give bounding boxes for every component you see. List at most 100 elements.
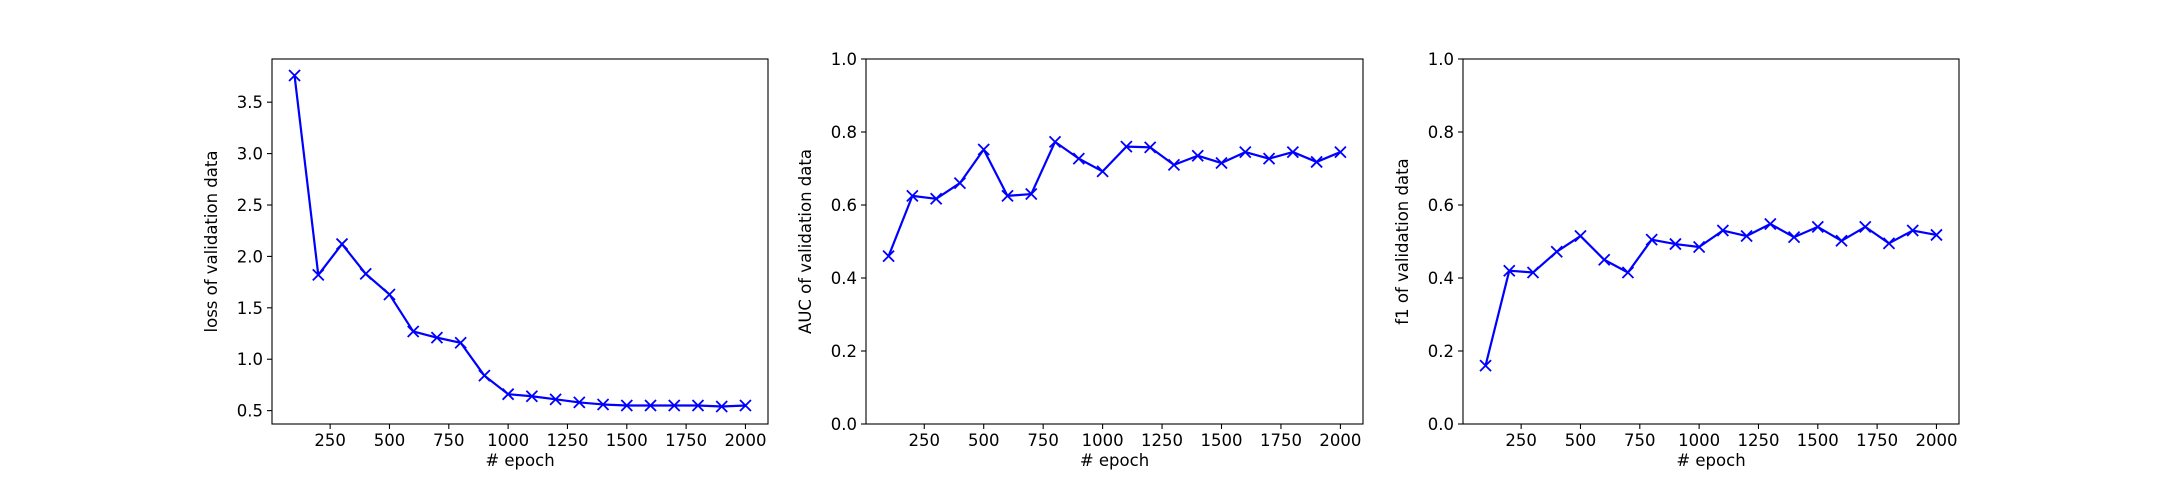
data-point-marker	[383, 288, 396, 301]
y-tick-label: 1.0	[237, 350, 263, 369]
y-tick-label: 0.8	[831, 123, 857, 142]
plot-frame	[1462, 58, 1960, 425]
series-line	[293, 75, 746, 408]
y-tick-label: 0.2	[831, 342, 857, 361]
data-point-marker	[977, 143, 990, 156]
data-point-marker	[1550, 245, 1563, 258]
data-point-marker	[454, 336, 467, 349]
data-point-marker	[1167, 158, 1181, 171]
y-tick-label: 2.5	[237, 196, 263, 215]
data-point-marker	[1215, 156, 1228, 170]
data-point-marker	[1621, 266, 1635, 279]
data-point-marker	[691, 399, 705, 412]
data-point-marker	[1669, 237, 1682, 251]
x-tick-label: 1500	[1797, 431, 1839, 450]
y-tick-label: 0.4	[1428, 269, 1454, 288]
data-point-marker	[1740, 229, 1753, 243]
x-tick-label: 1750	[665, 431, 707, 450]
data-point-marker	[1120, 140, 1133, 153]
data-point-marker	[573, 396, 586, 409]
data-point-marker	[620, 399, 633, 412]
data-point-marker	[1906, 224, 1919, 237]
data-point-marker	[501, 388, 515, 401]
x-tick-label: 1000	[1082, 431, 1124, 450]
x-tick-label: 250	[909, 431, 941, 450]
plot-frame	[271, 58, 769, 425]
x-tick-label: 750	[1624, 431, 1656, 450]
data-point-marker	[407, 325, 420, 338]
x-tick-label: 250	[314, 431, 346, 450]
y-tick-label: 0.6	[831, 196, 857, 215]
data-point-marker	[430, 331, 444, 344]
data-point-marker	[1334, 145, 1347, 159]
data-point-marker	[1645, 233, 1658, 246]
data-point-marker	[1262, 152, 1276, 165]
x-tick-label: 750	[433, 431, 465, 450]
data-point-marker	[1503, 264, 1516, 277]
x-tick-label: 500	[968, 431, 1000, 450]
y-tick-label: 0.0	[831, 415, 857, 434]
data-point-marker	[1882, 237, 1896, 250]
data-point-marker	[1286, 145, 1299, 159]
series-line	[887, 140, 1341, 257]
y-axis-label: AUC of validation data	[796, 149, 815, 334]
chart-panel-3: 250 500 750 1000 1250 1500 1750 2000 0.0 0.2 0.4 0.…	[1393, 50, 1960, 470]
data-point-marker	[549, 393, 562, 406]
x-tick-label: 2000	[1319, 431, 1361, 450]
chart-panel-1: 250 500 750 1000 1250 1500 1750 2000 0.5 1.0 1.5 2.…	[202, 58, 769, 470]
y-tick-label: 3.0	[237, 145, 263, 164]
data-point-marker	[668, 399, 681, 412]
data-point-marker	[953, 176, 967, 190]
data-point-marker	[739, 399, 752, 412]
data-point-marker	[359, 267, 372, 281]
plot-frame	[865, 58, 1364, 425]
series-line	[1484, 222, 1937, 366]
data-point-marker	[1096, 165, 1109, 178]
y-tick-label: 3.5	[237, 93, 263, 112]
x-tick-label: 500	[374, 431, 406, 450]
data-point-marker	[1598, 253, 1611, 266]
data-point-marker	[882, 249, 895, 263]
data-point-marker	[288, 69, 301, 82]
data-point-marker	[1239, 145, 1252, 159]
y-tick-label: 0.8	[1428, 123, 1454, 142]
data-point-marker	[335, 237, 349, 251]
data-point-marker	[1526, 266, 1540, 279]
data-point-marker	[312, 268, 325, 282]
x-tick-label: 250	[1505, 431, 1537, 450]
data-point-marker	[1072, 152, 1085, 165]
x-tick-label: 1500	[606, 431, 648, 450]
x-tick-label: 1500	[1201, 431, 1243, 450]
y-axis-label: loss of validation data	[202, 151, 221, 333]
x-tick-label: 1250	[1141, 431, 1183, 450]
x-axis-label: # epoch	[1080, 451, 1149, 470]
data-point-marker	[906, 189, 919, 203]
x-tick-label: 1000	[1678, 431, 1720, 450]
data-point-marker	[525, 390, 539, 403]
data-point-marker	[1716, 224, 1730, 237]
x-tick-label: 1250	[1737, 431, 1779, 450]
data-point-marker	[596, 398, 610, 411]
y-tick-label: 1.0	[831, 50, 857, 69]
data-point-marker	[1859, 220, 1872, 234]
y-tick-label: 0.6	[1428, 196, 1454, 215]
data-point-marker	[1835, 234, 1848, 247]
x-axis-label: # epoch	[1676, 451, 1745, 470]
x-tick-label: 2000	[1915, 431, 1957, 450]
y-tick-label: 0.2	[1428, 342, 1454, 361]
data-point-marker	[1930, 228, 1943, 242]
chart-panel-2: 250 500 750 1000 1250 1500 1750 2000 0.0 0.2 0.4 0.…	[796, 50, 1364, 470]
x-tick-label: 1000	[487, 431, 529, 450]
y-tick-label: 0.0	[1428, 415, 1454, 434]
data-point-marker	[1310, 155, 1323, 169]
y-tick-label: 2.0	[237, 247, 263, 266]
data-point-marker	[1144, 141, 1157, 154]
x-tick-label: 750	[1027, 431, 1059, 450]
data-point-marker	[1811, 220, 1824, 234]
data-point-marker	[644, 399, 657, 412]
data-point-marker	[1048, 135, 1062, 148]
data-point-marker	[715, 400, 728, 413]
y-tick-label: 0.5	[237, 402, 263, 421]
x-tick-label: 500	[1565, 431, 1597, 450]
